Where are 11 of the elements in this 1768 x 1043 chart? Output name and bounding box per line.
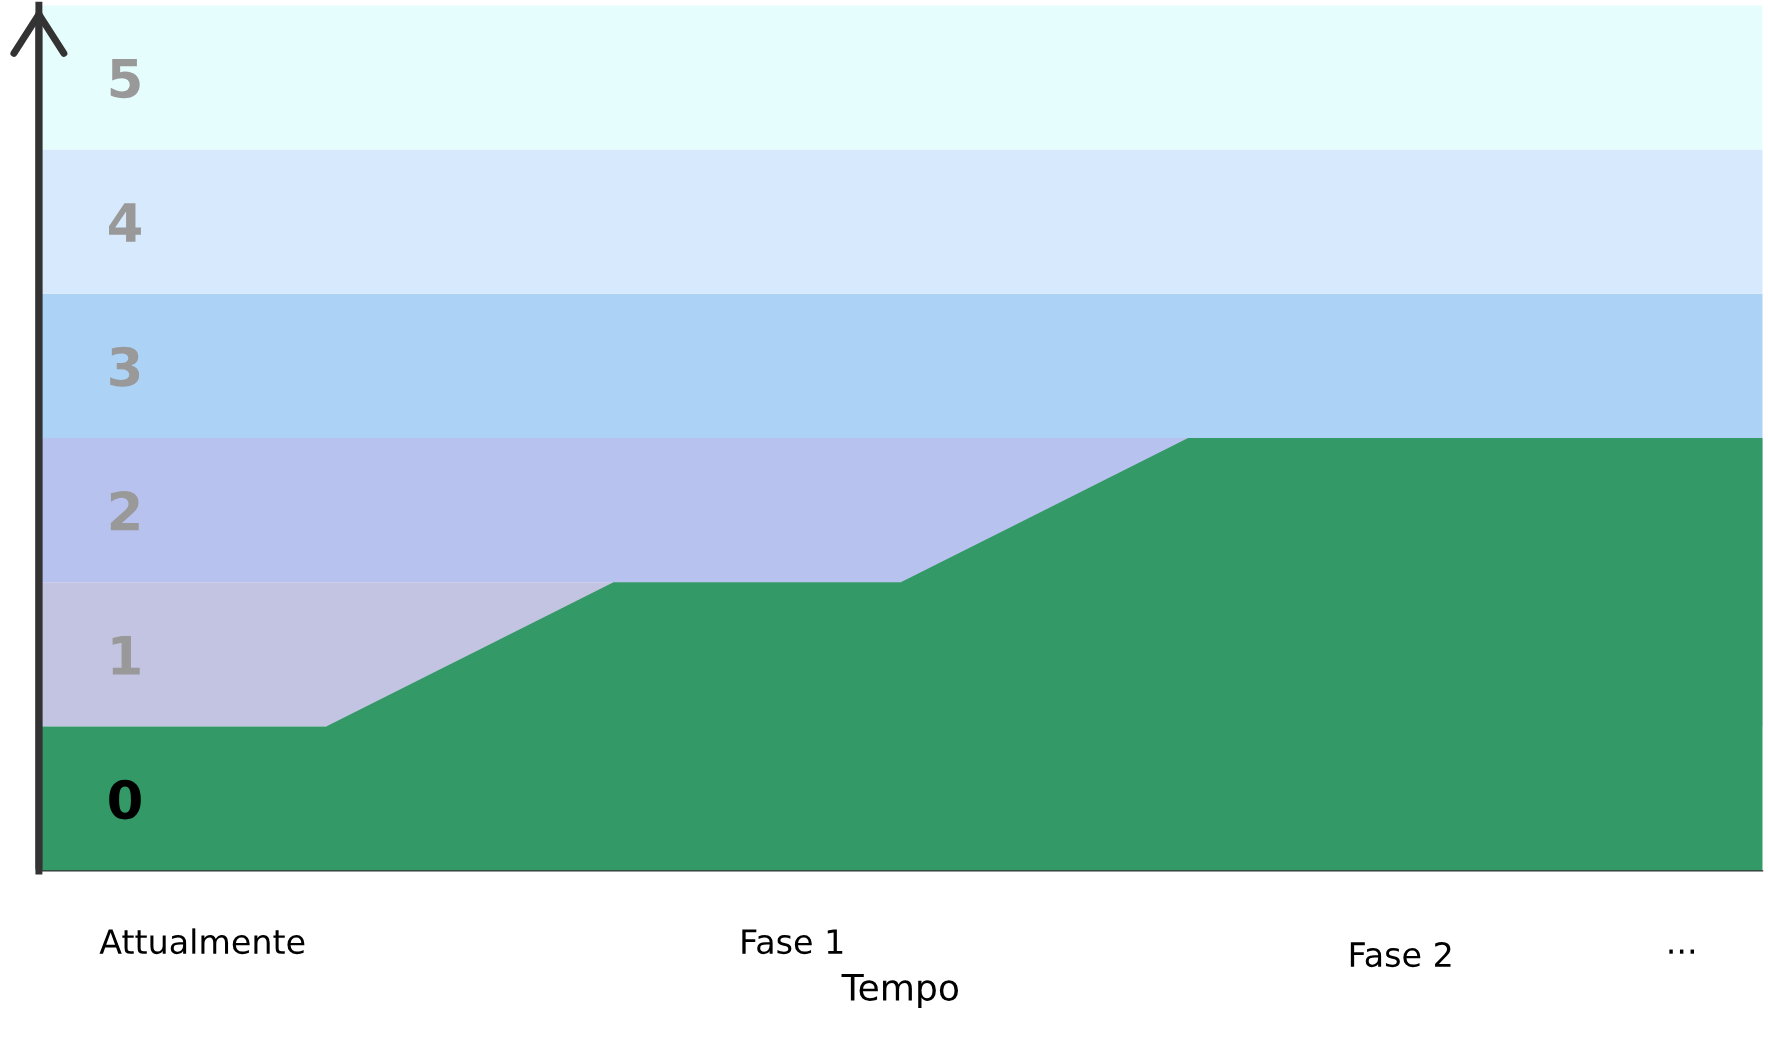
y-tick-label: 2	[110, 491, 139, 531]
x-axis-title: Tempo	[841, 974, 958, 1008]
y-tick-label: 4	[109, 203, 141, 242]
y-tick-label: 0	[109, 779, 141, 820]
y-tick-label: 5	[110, 58, 140, 99]
text: Fase 2	[1350, 941, 1451, 968]
text: ...	[1669, 949, 1694, 954]
text: Fase 1	[742, 929, 843, 955]
y-tick-label: 3	[110, 346, 140, 387]
y-tick-label: 1	[112, 636, 140, 675]
text: Attualmente	[99, 928, 305, 955]
